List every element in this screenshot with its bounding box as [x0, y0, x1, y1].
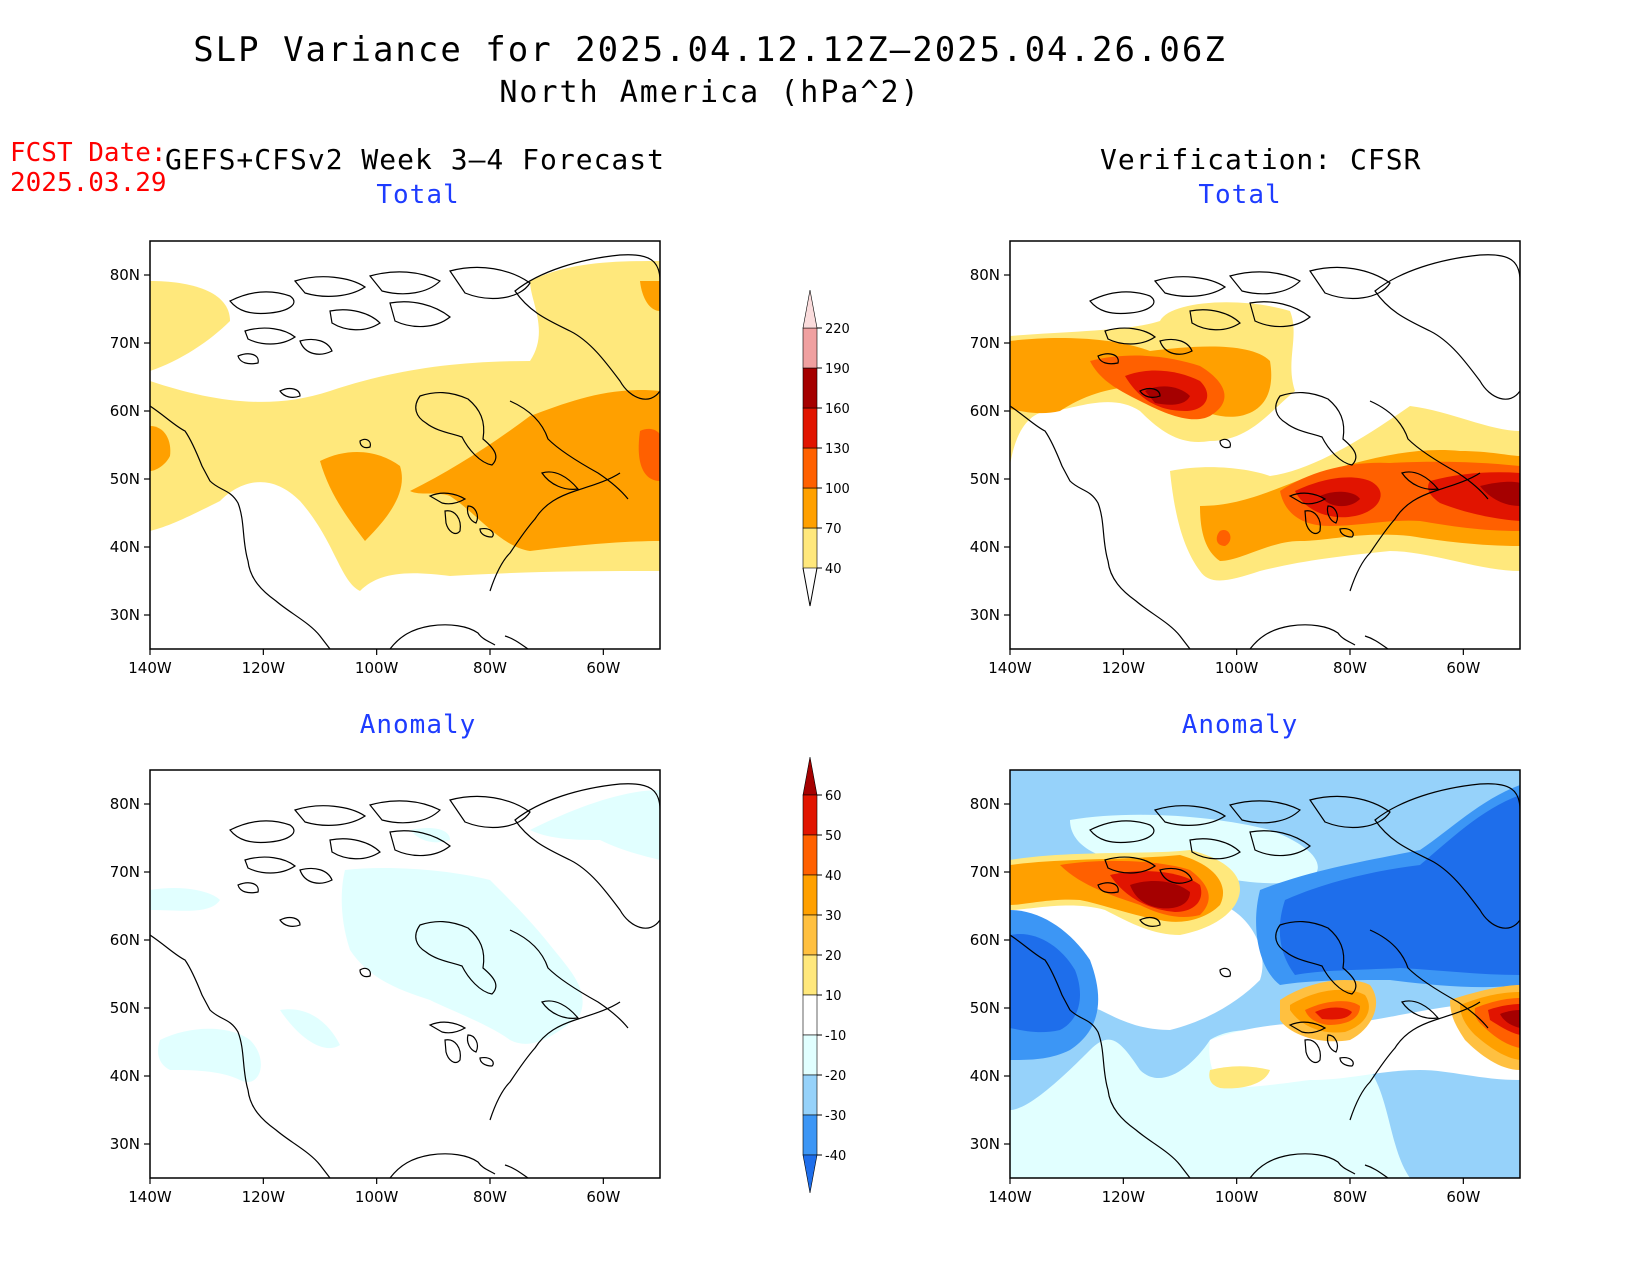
colorbar-swatch	[802, 487, 818, 529]
verification-anomaly-map	[1009, 769, 1521, 1179]
colorbar-level-label: 20	[825, 949, 842, 964]
forecast-heading: GEFS+CFSv2 Week 3—4 Forecast	[165, 143, 666, 176]
colorbar-swatch	[802, 954, 818, 996]
lat-tick-label: 30N	[970, 606, 1000, 624]
lat-tick-label: 30N	[970, 1135, 1000, 1153]
colorbar-swatch	[802, 1114, 818, 1156]
colorbar-level-label: -30	[825, 1109, 846, 1124]
forecast-date-value: 2025.03.29	[10, 168, 167, 198]
lat-tick-label: 70N	[970, 863, 1000, 881]
forecast-total-map	[149, 240, 661, 650]
lon-tick-label: 60W	[1446, 659, 1480, 677]
lat-tick-label: 70N	[110, 334, 140, 352]
lon-tick-label: 140W	[128, 1188, 172, 1206]
lat-tick-label: 70N	[970, 334, 1000, 352]
lat-tick-label: 40N	[970, 538, 1000, 556]
lat-tick-label: 40N	[970, 1067, 1000, 1085]
chart-title: SLP Variance for 2025.04.12.12Z—2025.04.…	[193, 30, 1227, 70]
colorbar-upper-extend	[802, 756, 818, 796]
lon-tick-label: 100W	[355, 1188, 399, 1206]
lon-tick-label: 60W	[586, 1188, 620, 1206]
colorbar-swatch	[802, 527, 818, 569]
verification-total-title: Total	[1198, 180, 1282, 210]
lon-tick-label: 60W	[1446, 1188, 1480, 1206]
colorbar-swatch	[802, 914, 818, 956]
verification-total-map	[1009, 240, 1521, 650]
colorbar-level-label: 70	[825, 522, 842, 537]
colorbar-swatch	[802, 994, 818, 1036]
colorbar-swatch	[802, 794, 818, 836]
lat-tick-label: 80N	[110, 795, 140, 813]
colorbar-swatch	[802, 367, 818, 409]
anomaly-colorbar: 60 50 40 30 20 10 -10 -20 -30 -40	[802, 756, 846, 1194]
lon-tick-label: 140W	[128, 659, 172, 677]
lon-tick-label: 80W	[1333, 1188, 1367, 1206]
lon-tick-label: 140W	[988, 1188, 1032, 1206]
lat-tick-label: 50N	[110, 470, 140, 488]
colorbar-level-label: 50	[825, 829, 842, 844]
colorbar-swatch	[802, 447, 818, 489]
colorbar-level-label: -20	[825, 1069, 846, 1084]
forecast-anomaly-title: Anomaly	[359, 710, 477, 740]
lat-tick-label: 70N	[110, 863, 140, 881]
lat-tick-label: 60N	[970, 931, 1000, 949]
lat-tick-label: 80N	[970, 795, 1000, 813]
lon-tick-label: 120W	[1102, 1188, 1146, 1206]
lon-tick-label: 120W	[1102, 659, 1146, 677]
colorbar-level-label: -40	[825, 1149, 846, 1164]
total-colorbar: 40 70 100 130 160 190 220	[802, 289, 850, 607]
colorbar-swatch	[802, 1034, 818, 1076]
forecast-anomaly-map	[149, 769, 661, 1179]
colorbar-swatch	[802, 874, 818, 916]
lat-tick-label: 60N	[970, 402, 1000, 420]
lat-tick-label: 60N	[110, 402, 140, 420]
lat-tick-label: 40N	[110, 538, 140, 556]
forecast-total-title: Total	[376, 180, 460, 210]
lon-tick-label: 80W	[1333, 659, 1367, 677]
lon-tick-label: 120W	[242, 1188, 286, 1206]
lon-tick-label: 80W	[473, 1188, 507, 1206]
colorbar-level-label: -10	[825, 1029, 846, 1044]
axis-labels: 80N 70N 60N 50N 40N 30N 140W 120W 100W 80W 60W 80N 7…	[110, 266, 1481, 1206]
colorbar-level-label: 10	[825, 989, 842, 1004]
forecast-date-label: FCST Date:	[10, 138, 167, 168]
lat-tick-label: 50N	[970, 470, 1000, 488]
colorbar-level-label: 40	[825, 869, 842, 884]
colorbar-level-label: 160	[825, 402, 850, 417]
lat-tick-label: 40N	[110, 1067, 140, 1085]
lon-tick-label: 100W	[1215, 659, 1259, 677]
chart-subtitle: North America (hPa^2)	[499, 75, 921, 110]
colorbar-swatch	[802, 327, 818, 369]
colorbar-level-label: 130	[825, 442, 850, 457]
colorbar-lower-extend	[802, 1154, 818, 1194]
colorbar-level-label: 30	[825, 909, 842, 924]
colorbar-level-label: 220	[825, 322, 850, 337]
colorbar-level-label: 100	[825, 482, 850, 497]
lat-tick-label: 80N	[970, 266, 1000, 284]
colorbar-lower-extend	[802, 567, 818, 607]
lon-tick-label: 80W	[473, 659, 507, 677]
lat-tick-label: 50N	[970, 999, 1000, 1017]
lon-tick-label: 140W	[988, 659, 1032, 677]
colorbar-level-label: 190	[825, 362, 850, 377]
colorbar-upper-extend	[802, 289, 818, 329]
lon-tick-label: 100W	[1215, 1188, 1259, 1206]
lon-tick-label: 60W	[586, 659, 620, 677]
colorbar-level-label: 60	[825, 789, 842, 804]
lon-tick-label: 100W	[355, 659, 399, 677]
lat-tick-label: 30N	[110, 606, 140, 624]
lat-tick-label: 60N	[110, 931, 140, 949]
colorbar-swatch	[802, 1074, 818, 1116]
verification-heading: Verification: CFSR	[1100, 143, 1422, 176]
colorbar-swatch	[802, 407, 818, 449]
verification-anomaly-title: Anomaly	[1181, 710, 1299, 740]
lat-tick-label: 50N	[110, 999, 140, 1017]
colorbar-swatch	[802, 834, 818, 876]
colorbar-level-label: 40	[825, 562, 842, 577]
lat-tick-label: 80N	[110, 266, 140, 284]
lon-tick-label: 120W	[242, 659, 286, 677]
lat-tick-label: 30N	[110, 1135, 140, 1153]
